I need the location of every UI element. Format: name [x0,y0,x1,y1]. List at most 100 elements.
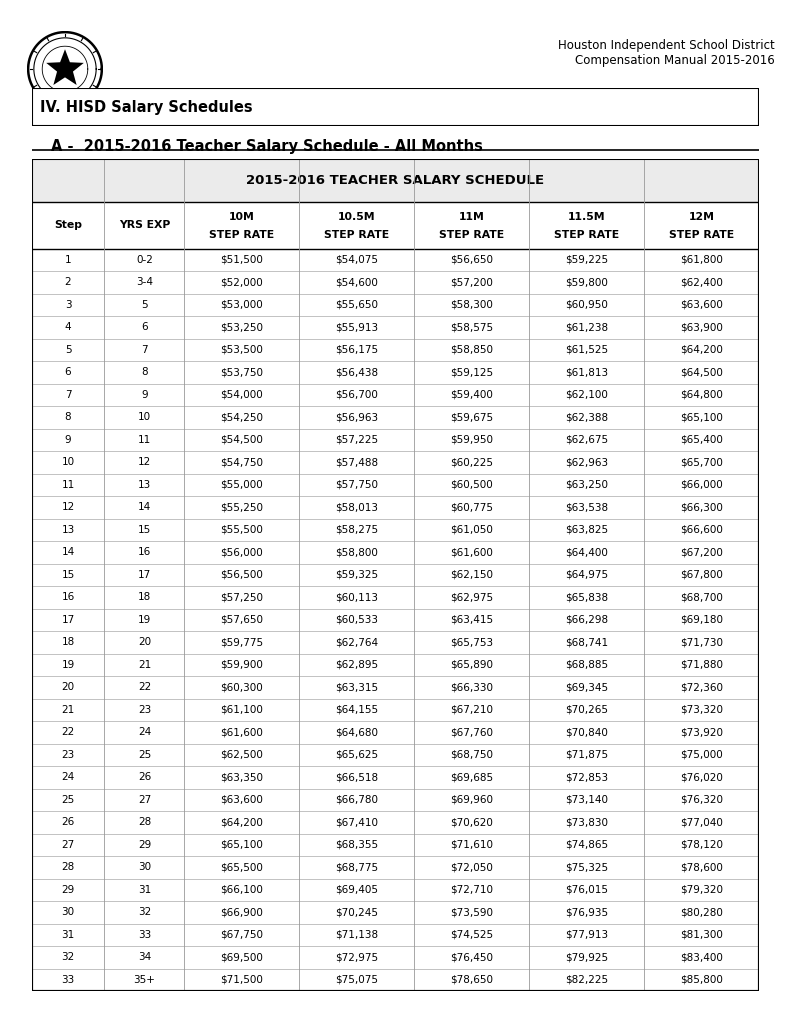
Text: 31: 31 [138,885,151,895]
Text: $80,280: $80,280 [680,907,723,918]
Text: $59,400: $59,400 [450,390,494,400]
Text: $65,700: $65,700 [680,458,723,467]
Text: $76,320: $76,320 [680,795,724,805]
Text: 10M: 10M [229,212,255,222]
Text: 17: 17 [62,615,74,625]
Text: $64,155: $64,155 [335,705,378,715]
Text: $73,830: $73,830 [566,817,608,827]
Text: 22: 22 [138,682,151,692]
Text: $66,518: $66,518 [335,772,378,782]
Text: STEP RATE: STEP RATE [210,229,274,240]
Text: 12: 12 [138,458,151,467]
Text: $65,400: $65,400 [680,435,723,444]
Text: $67,200: $67,200 [680,548,723,557]
Text: 20: 20 [62,682,74,692]
Text: 29: 29 [138,840,151,850]
Text: $75,000: $75,000 [680,750,723,760]
Text: 20: 20 [138,637,151,647]
Text: $68,775: $68,775 [335,862,378,872]
Text: $64,500: $64,500 [680,368,723,378]
Text: 0-2: 0-2 [136,255,153,265]
Text: 23: 23 [138,705,151,715]
Text: $62,675: $62,675 [566,435,608,444]
Text: 11M: 11M [459,212,485,222]
Text: 13: 13 [62,525,74,535]
Text: $69,180: $69,180 [680,615,724,625]
Text: 23: 23 [62,750,74,760]
Text: $67,210: $67,210 [450,705,494,715]
Text: YRS EXP: YRS EXP [119,220,170,230]
Text: $62,764: $62,764 [335,637,378,647]
Text: $56,650: $56,650 [450,255,494,265]
Text: $66,900: $66,900 [221,907,263,918]
Text: $52,000: $52,000 [221,278,263,288]
Text: 25: 25 [138,750,151,760]
Text: $58,300: $58,300 [450,300,494,310]
Text: $61,525: $61,525 [566,345,608,355]
Text: 21: 21 [62,705,74,715]
Text: $69,960: $69,960 [450,795,494,805]
Text: $78,650: $78,650 [450,975,494,985]
Text: $76,450: $76,450 [450,952,494,963]
Text: $57,650: $57,650 [221,615,263,625]
Text: $59,900: $59,900 [221,659,263,670]
Text: $66,600: $66,600 [680,525,723,535]
Text: $62,388: $62,388 [566,413,608,423]
Text: STEP RATE: STEP RATE [324,229,389,240]
Text: 21: 21 [138,659,151,670]
Text: $81,300: $81,300 [680,930,723,940]
Text: $57,250: $57,250 [221,593,263,602]
Text: $61,600: $61,600 [221,727,263,737]
Text: 27: 27 [62,840,74,850]
Text: $53,500: $53,500 [221,345,263,355]
Bar [32,202,759,249]
Text: 28: 28 [138,817,151,827]
Text: $59,225: $59,225 [566,255,608,265]
Text: $57,200: $57,200 [450,278,494,288]
Text: $62,100: $62,100 [566,390,608,400]
Text: $71,138: $71,138 [335,930,378,940]
Text: $62,400: $62,400 [680,278,723,288]
Text: 9: 9 [65,435,71,444]
Text: 18: 18 [138,593,151,602]
Text: 8: 8 [65,413,71,423]
Text: $72,975: $72,975 [335,952,378,963]
Text: $64,200: $64,200 [680,345,723,355]
Text: 1: 1 [65,255,71,265]
Text: 30: 30 [62,907,74,918]
Text: $73,920: $73,920 [680,727,724,737]
Text: 17: 17 [138,570,151,580]
Text: $66,298: $66,298 [566,615,608,625]
Text: 5: 5 [141,300,148,310]
Text: STEP RATE: STEP RATE [669,229,734,240]
Text: $63,600: $63,600 [680,300,723,310]
Text: $64,975: $64,975 [566,570,608,580]
Text: $70,840: $70,840 [566,727,608,737]
Text: $68,741: $68,741 [566,637,608,647]
Text: 24: 24 [62,772,74,782]
Text: $76,935: $76,935 [566,907,608,918]
Text: $60,533: $60,533 [335,615,378,625]
Text: Compensation Manual 2015-2016: Compensation Manual 2015-2016 [575,54,775,68]
Text: 26: 26 [62,817,74,827]
Text: $78,600: $78,600 [680,862,723,872]
Text: $54,250: $54,250 [221,413,263,423]
Text: 3-4: 3-4 [136,278,153,288]
Text: $54,075: $54,075 [335,255,378,265]
Text: $72,360: $72,360 [680,682,724,692]
Text: $56,500: $56,500 [221,570,263,580]
Text: $82,225: $82,225 [566,975,608,985]
Text: 33: 33 [138,930,151,940]
Text: $69,500: $69,500 [221,952,263,963]
Text: $58,275: $58,275 [335,525,378,535]
Text: $63,350: $63,350 [221,772,263,782]
Text: $53,750: $53,750 [221,368,263,378]
Text: $60,225: $60,225 [450,458,494,467]
Text: 9: 9 [141,390,148,400]
Text: $55,913: $55,913 [335,323,378,333]
Text: $57,488: $57,488 [335,458,378,467]
Text: $69,405: $69,405 [335,885,378,895]
Text: $53,250: $53,250 [221,323,263,333]
Text: $71,610: $71,610 [450,840,494,850]
Text: $56,700: $56,700 [335,390,378,400]
